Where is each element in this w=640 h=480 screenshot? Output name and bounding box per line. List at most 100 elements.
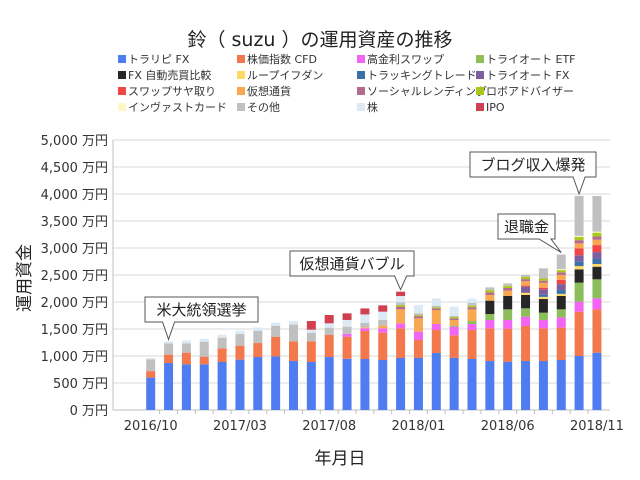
legend-label: その他 — [247, 101, 280, 114]
bar-segment — [360, 327, 370, 329]
x-tick-label: 2018/06 — [481, 419, 535, 434]
bar-segment — [556, 279, 566, 285]
bar-segment — [431, 330, 441, 354]
bar-segment — [289, 341, 298, 362]
bar-segment — [574, 266, 584, 270]
legend-swatch — [357, 55, 365, 63]
bar-segment — [467, 305, 477, 308]
legend-swatch — [357, 71, 365, 79]
bar-segment — [413, 315, 423, 317]
y-tick-label: 2,500 万円 — [41, 269, 108, 284]
bar-segment — [592, 231, 602, 233]
bar-segment — [396, 291, 406, 297]
bar-segment — [235, 330, 245, 335]
bar-segment — [521, 279, 531, 282]
bar-segment — [271, 325, 281, 337]
legend-swatch — [476, 71, 484, 79]
bar-segment — [592, 195, 602, 232]
bar-segment — [413, 318, 423, 332]
bar-segment — [556, 296, 566, 310]
bar-segment — [199, 338, 209, 342]
y-tick-label: 1,000 万円 — [41, 350, 108, 365]
bar-segment — [592, 239, 602, 246]
bar-segment — [360, 314, 370, 323]
legend-label: ロボアドバイザー — [486, 85, 574, 98]
bar-segment — [449, 315, 459, 318]
bar-segment — [378, 325, 388, 329]
bar-segment — [342, 336, 352, 359]
bar-segment — [556, 270, 566, 273]
bar-segment — [413, 316, 423, 319]
bar-segment — [521, 292, 531, 295]
legend-swatch — [237, 71, 245, 79]
bar-segment — [485, 292, 495, 295]
bar-segment — [324, 334, 334, 358]
bar-segment — [467, 298, 477, 303]
bar-segment — [396, 305, 406, 307]
bar-segment — [503, 283, 513, 286]
bar-segment — [574, 269, 584, 283]
bar-segment — [449, 317, 459, 319]
bar-segment — [378, 332, 388, 360]
bar-segment — [538, 299, 548, 313]
annotation-callout — [497, 213, 562, 253]
bar-segment — [360, 322, 370, 328]
bar-segment — [574, 311, 584, 356]
bar-segment — [181, 340, 191, 344]
bar-segment — [485, 361, 495, 410]
bar-segment — [146, 358, 156, 360]
bar-segment — [378, 305, 388, 312]
bar-segment — [574, 255, 584, 262]
bar-segment — [324, 323, 334, 328]
legend-swatch — [357, 87, 365, 95]
bar-segment — [396, 302, 406, 306]
bar-segment — [574, 195, 584, 236]
bar-segment — [378, 311, 388, 320]
bar-segment — [521, 281, 531, 286]
bar-segment — [574, 235, 584, 237]
legend-swatch — [237, 55, 245, 63]
bar-segment — [306, 321, 316, 330]
bar-segment — [146, 377, 156, 410]
legend-swatch — [118, 55, 126, 63]
bar-segment — [556, 327, 566, 360]
bar-segment — [592, 236, 602, 240]
legend-label: スワップサヤ取り — [128, 85, 216, 98]
bar-segment — [164, 341, 174, 344]
bar-segment — [574, 236, 584, 241]
bar-segment — [538, 282, 548, 288]
bar-segment — [538, 361, 548, 410]
bar-segment — [431, 309, 441, 324]
y-tick-label: 0 万円 — [70, 404, 108, 419]
bar-segment — [413, 313, 423, 316]
y-tick-label: 2,000 万円 — [41, 296, 108, 311]
bar-segment — [503, 319, 513, 329]
bar-segment — [235, 359, 245, 410]
bar-segment — [449, 326, 459, 336]
y-tick-label: 5,000 万円 — [41, 134, 108, 149]
bar-segment — [467, 359, 477, 410]
annotation-label: ブログ収入爆発 — [480, 156, 585, 174]
bar-segment — [431, 323, 441, 331]
chart-title: 鈴（ suzu ）の運用資産の推移 — [187, 29, 452, 51]
bar-segment — [324, 327, 334, 335]
bar-segment — [592, 352, 602, 410]
bar-segment — [556, 309, 566, 318]
bar-segment — [289, 324, 298, 342]
legend-label: 株 — [367, 100, 378, 114]
bar-segment — [538, 294, 548, 297]
legend-label: インヴァストカード — [128, 100, 227, 114]
bar-segment — [592, 258, 602, 264]
bar-segment — [306, 332, 316, 342]
bar-segment — [574, 261, 584, 267]
bar-segment — [449, 318, 459, 320]
legend-label: 高金利スワップ — [367, 52, 444, 66]
y-tick-label: 3,500 万円 — [41, 215, 108, 230]
bar-segment — [485, 313, 495, 320]
bar-segment — [521, 285, 531, 287]
legend-swatch — [118, 71, 126, 79]
bar-segment — [396, 309, 406, 324]
legend-swatch — [476, 103, 484, 111]
bar-segment — [431, 353, 441, 410]
